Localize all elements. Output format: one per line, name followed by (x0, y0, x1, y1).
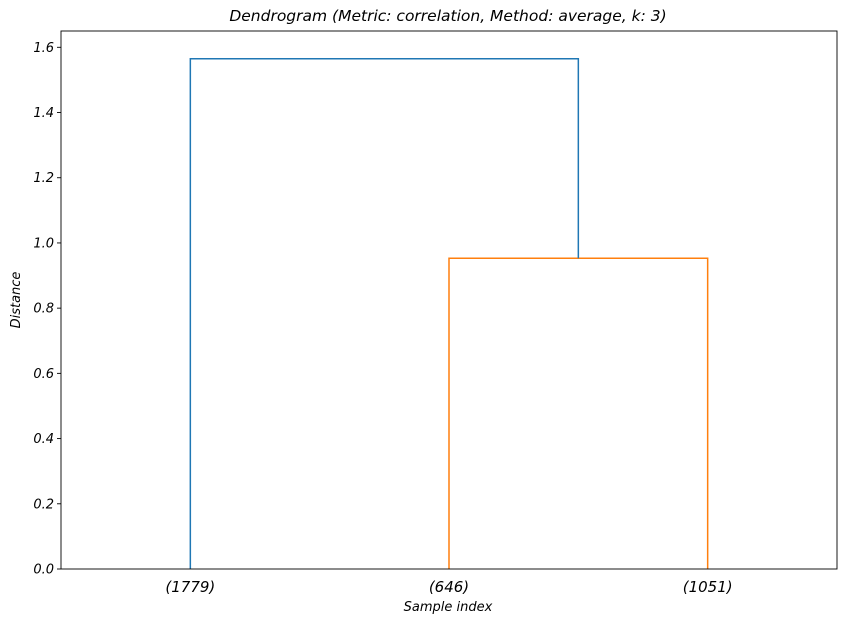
y-tick-label: 0.6 (33, 367, 54, 382)
leaf-label: (1779) (165, 578, 215, 596)
cluster-link-0 (448, 257, 709, 569)
y-axis: 0.0 0.2 0.4 0.6 0.8 1.0 1.2 1.4 1.6 (33, 41, 61, 578)
y-tick-label: 1.2 (33, 171, 54, 186)
y-tick-label: 0.2 (33, 497, 54, 512)
plot-area (60, 30, 838, 570)
cluster-link-1 (189, 57, 580, 569)
y-tick-label: 0.4 (33, 432, 54, 447)
x-axis-title: Sample index (404, 600, 493, 615)
y-tick-label: 0.8 (33, 302, 54, 317)
y-tick-label: 1.6 (33, 41, 54, 56)
y-axis-title: Distance (9, 272, 24, 329)
y-tick-label: 1.0 (33, 236, 54, 251)
chart-title: Dendrogram (Metric: correlation, Method:… (229, 7, 666, 25)
y-tick-label: 0.0 (33, 563, 54, 578)
y-tick-label: 1.4 (33, 106, 54, 121)
leaf-label: (646) (429, 578, 469, 596)
leaf-label: (1051) (683, 578, 733, 596)
x-axis: (1779) (646) (1051) (165, 578, 732, 596)
plot-frame (60, 30, 838, 570)
